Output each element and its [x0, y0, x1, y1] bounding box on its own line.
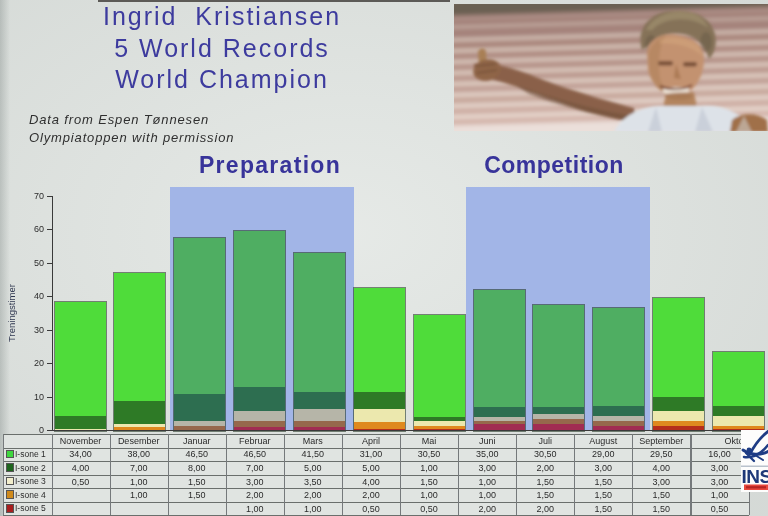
svg-text:INS: INS: [741, 466, 768, 487]
